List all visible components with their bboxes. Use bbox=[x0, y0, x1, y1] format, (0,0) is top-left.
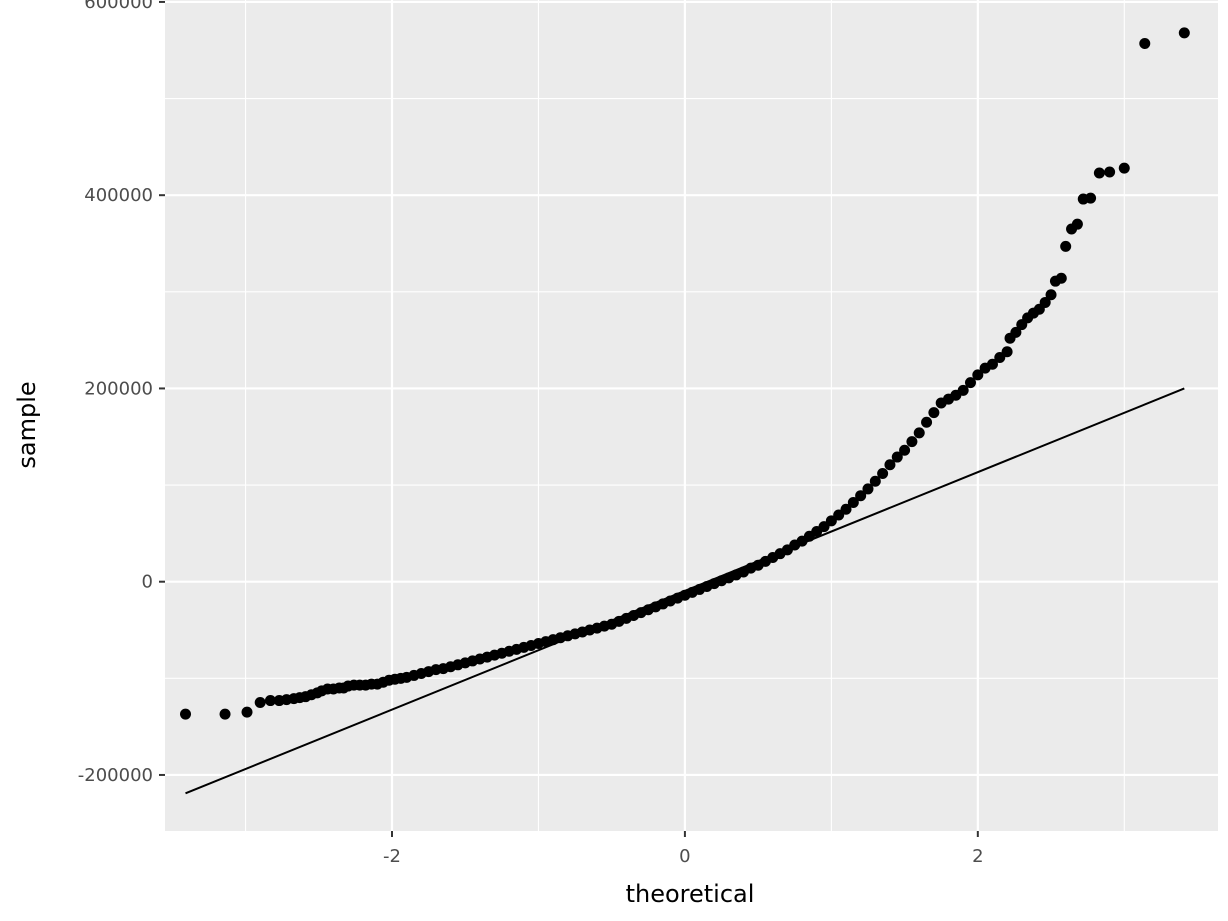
data-point bbox=[264, 695, 276, 707]
data-point bbox=[1010, 326, 1022, 338]
data-point bbox=[877, 467, 889, 479]
data-point bbox=[862, 483, 874, 495]
data-point bbox=[869, 475, 881, 487]
data-point bbox=[1093, 167, 1105, 179]
data-point bbox=[1039, 296, 1051, 308]
data-point bbox=[899, 444, 911, 456]
x-tick-label: 2 bbox=[972, 846, 983, 867]
data-point bbox=[884, 459, 896, 471]
data-point bbox=[1071, 218, 1083, 230]
y-tick-label: 600000 bbox=[84, 0, 153, 13]
x-tick-label: -2 bbox=[383, 846, 401, 867]
y-axis-title: sample bbox=[13, 381, 41, 468]
data-point bbox=[1055, 272, 1067, 284]
data-point bbox=[957, 384, 969, 396]
y-tick-label: -200000 bbox=[78, 765, 153, 786]
data-point bbox=[986, 358, 998, 370]
data-point bbox=[1178, 27, 1190, 39]
data-point bbox=[241, 706, 253, 718]
data-point bbox=[254, 696, 266, 708]
plot-panel bbox=[165, 0, 1218, 831]
data-point bbox=[921, 416, 933, 428]
data-point bbox=[964, 377, 976, 389]
y-axis: -200000 0 200000 400000 600000 bbox=[78, 0, 165, 786]
data-point bbox=[1118, 162, 1130, 174]
data-point bbox=[972, 369, 984, 381]
data-point bbox=[1060, 240, 1072, 252]
data-point bbox=[219, 708, 231, 720]
data-point bbox=[855, 490, 867, 502]
x-axis-title: theoretical bbox=[626, 880, 755, 908]
data-point bbox=[840, 503, 852, 515]
x-axis: -2 0 2 bbox=[383, 831, 984, 867]
data-point bbox=[1085, 192, 1097, 204]
data-point bbox=[180, 708, 192, 720]
data-point bbox=[913, 427, 925, 439]
data-point bbox=[928, 407, 940, 419]
data-point bbox=[1045, 289, 1057, 301]
minor-gridlines bbox=[165, 0, 1218, 831]
data-point bbox=[1104, 166, 1116, 178]
y-tick-label: 400000 bbox=[84, 185, 153, 206]
y-tick-label: 200000 bbox=[84, 378, 153, 399]
y-tick-label: 0 bbox=[142, 572, 153, 593]
major-gridlines bbox=[165, 0, 1218, 831]
data-point bbox=[847, 496, 859, 508]
data-point bbox=[906, 436, 918, 448]
data-point bbox=[1139, 37, 1151, 49]
data-point bbox=[1001, 346, 1013, 358]
data-point bbox=[891, 451, 903, 463]
x-tick-label: 0 bbox=[679, 846, 690, 867]
reference-line bbox=[185, 387, 1185, 795]
